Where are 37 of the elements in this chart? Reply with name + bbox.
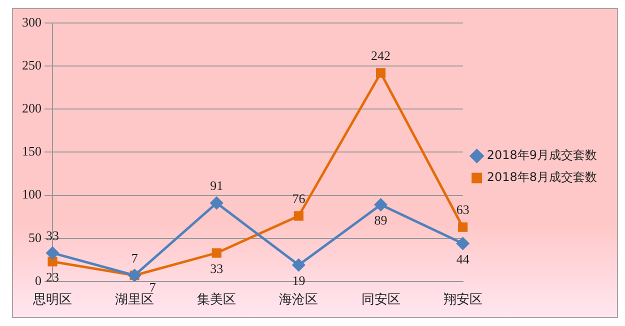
x-tick-label: 海沧区 bbox=[279, 292, 318, 308]
point bbox=[210, 196, 223, 210]
y-tick-label: 150 bbox=[22, 144, 42, 159]
data-label: 89 bbox=[374, 212, 388, 228]
y-tick-label: 300 bbox=[22, 14, 42, 30]
y-tick-label: 100 bbox=[22, 186, 42, 202]
data-label: 7 bbox=[131, 250, 138, 266]
point bbox=[376, 68, 386, 78]
x-tick-label: 思明区 bbox=[32, 292, 72, 308]
x-tick-label: 同安区 bbox=[361, 292, 400, 308]
point bbox=[456, 237, 470, 250]
data-label: 33 bbox=[210, 260, 224, 276]
x-tick-label: 翔安区 bbox=[443, 292, 482, 308]
point bbox=[294, 211, 304, 221]
point bbox=[374, 198, 388, 211]
x-tick-label: 集美区 bbox=[197, 292, 236, 308]
data-label: 23 bbox=[46, 270, 59, 285]
data-label: 44 bbox=[456, 251, 470, 266]
point bbox=[212, 248, 222, 258]
legend-label: 2018年8月成交套数 bbox=[486, 170, 598, 184]
legend-label: 2018年9月成交套数 bbox=[486, 148, 598, 162]
data-label: 7 bbox=[149, 279, 156, 294]
data-label: 242 bbox=[371, 48, 391, 63]
data-label: 63 bbox=[456, 202, 470, 218]
data-label: 19 bbox=[292, 272, 306, 288]
x-tick-label: 湖里区 bbox=[115, 292, 154, 308]
point bbox=[292, 258, 305, 272]
point bbox=[48, 256, 58, 266]
y-tick-label: 0 bbox=[35, 272, 42, 288]
point bbox=[46, 246, 59, 260]
data-label: 33 bbox=[46, 228, 59, 243]
data-label: 76 bbox=[292, 190, 306, 206]
point bbox=[458, 222, 468, 232]
data-label: 91 bbox=[210, 178, 224, 193]
y-tick-label: 200 bbox=[22, 100, 42, 116]
y-tick-label: 250 bbox=[22, 57, 42, 72]
y-tick-label: 50 bbox=[28, 230, 42, 245]
